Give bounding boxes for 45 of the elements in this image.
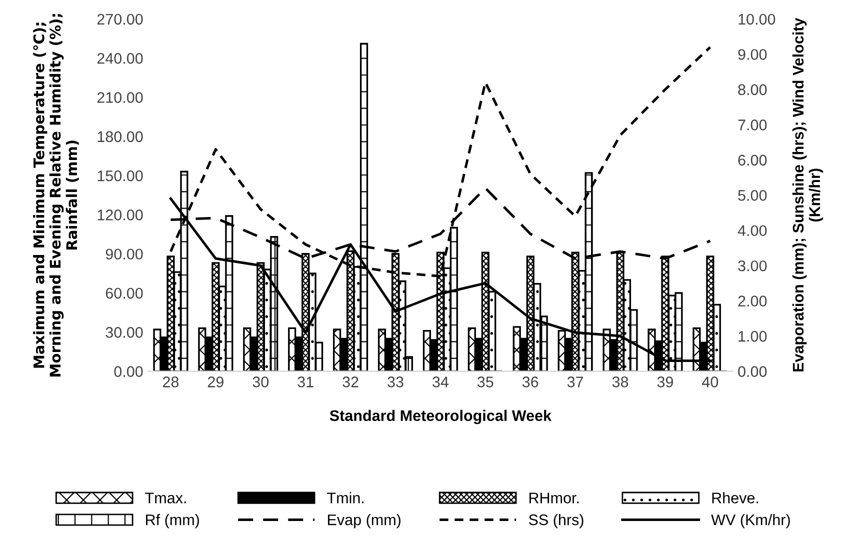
legend-label: Rf (mm) [146,514,199,528]
x-tick-label: 30 [252,376,269,388]
x-tick-label: 31 [298,376,314,388]
legend-label: Rheve. [712,492,758,504]
x-tick-label: 33 [388,376,404,388]
y2-tick-label: 8.00 [738,84,767,96]
y2-tick-label: 7.00 [738,120,767,130]
x-tick-label: 32 [342,376,358,388]
x-tick-label: 37 [567,376,584,388]
y2-tick-label: 2.00 [738,296,767,306]
y-tick-label: 210.00 [97,92,143,103]
x-tick-label: 28 [162,376,179,388]
legend-label: Tmax. [145,492,186,504]
legend-label: Tmin. [327,492,364,504]
x-tick-label: 35 [477,376,494,388]
y-tick-label: 270.00 [97,14,143,25]
x-tick-label: 38 [612,376,628,388]
legend-label: RHmor. [529,492,579,504]
x-tick-label: 29 [208,376,224,388]
y2-tick-label: 9.00 [738,49,767,60]
x-tick-label: 34 [432,376,448,388]
y-tick-label: 180.00 [98,131,143,142]
legend-label: Evap (mm) [328,514,400,528]
y2-tick-label: 0.00 [738,366,767,377]
y-tick-label: 0.00 [114,366,143,377]
y2-tick-label: 5.00 [738,190,767,201]
y-tick-label: 60.00 [106,288,143,299]
legend-label: WV (Km/hr) [711,514,790,528]
y-axis-title: Maximum and Minimum Temperature (℃); Morning and Evening Relative Humidity (%); Rainfall (mm) [33,14,79,376]
x-tick-label: 39 [657,376,673,388]
y2-tick-label: 6.00 [738,154,767,166]
legend-label: SS (hrs) [528,514,584,528]
y-tick-label: 120.00 [98,210,143,220]
y-tick-label: 90.00 [106,248,143,260]
y2-tick-label: 4.00 [738,225,767,236]
y2-tick-label: 3.00 [738,260,767,272]
x-tick-label: 40 [702,376,718,388]
y-tick-label: 240.00 [97,52,143,64]
y-tick-label: 30.00 [106,326,143,338]
y2-axis-title: Evaporation (mm); Sunshine (hrs); Wind Velocity (Km/hr) [792,18,824,372]
x-tick-label: 36 [522,376,538,388]
y2-tick-label: 1.00 [738,330,767,342]
x-axis-title: Standard Meteorological Week [330,410,552,424]
y2-tick-label: 10.00 [738,14,776,25]
y-tick-label: 150.00 [98,170,143,182]
